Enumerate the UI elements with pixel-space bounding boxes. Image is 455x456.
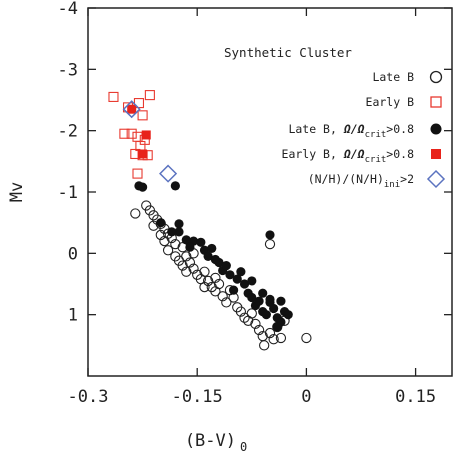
x-tick-label: -0.15 — [172, 387, 223, 407]
legend-marker-open-diamond — [426, 169, 446, 189]
data-point-late-b-fast — [261, 310, 271, 320]
data-point-late-b — [199, 266, 210, 277]
data-point-late-b-fast — [225, 270, 235, 280]
data-point-late-b — [199, 281, 210, 293]
data-point-late-b-fast — [276, 296, 286, 306]
y-tick-label: -1 — [58, 183, 78, 203]
data-point-late-b — [246, 308, 257, 319]
data-point-late-b-fast — [247, 292, 257, 303]
data-point-late-b-fast — [254, 296, 264, 306]
data-point-early-b-fast — [141, 130, 151, 140]
y-tick-label: -2 — [58, 122, 78, 142]
data-point-late-b-fast — [156, 218, 166, 228]
data-point-late-b-fast — [221, 261, 231, 271]
data-point-early-b — [119, 128, 130, 139]
plot-frame — [87, 7, 453, 377]
x-tick-label: 0.15 — [395, 387, 436, 407]
data-point-late-b-fast — [181, 235, 191, 245]
data-point-late-b — [217, 291, 228, 302]
data-point-late-b — [155, 229, 166, 241]
data-point-early-b — [108, 91, 119, 102]
data-point-late-b-fast — [258, 288, 268, 298]
data-point-late-b — [162, 245, 174, 256]
data-point-late-b — [210, 272, 221, 284]
x-axis-label-subscript: 0 — [240, 440, 247, 454]
legend-label-late-b-fast: Late B, Ω/Ωcrit>0.8 — [288, 122, 414, 140]
y-tick-label: 0 — [68, 244, 78, 264]
data-point-late-b-fast — [203, 251, 213, 261]
legend-marker-filled-circle — [430, 123, 442, 135]
data-point-early-b — [137, 110, 148, 121]
y-tick-label: 1 — [68, 306, 78, 326]
data-point-late-b-fast — [269, 303, 279, 314]
axis-ticks: -0.3 -0.15 0 0.15 -4 -3 -2 -1 0 1 — [58, 0, 452, 407]
data-point-nitrogen-enriched — [159, 164, 178, 183]
data-point-late-b-fast — [272, 322, 282, 332]
data-point-early-b — [144, 90, 155, 101]
data-point-late-b-fast — [229, 285, 239, 295]
legend-label-late-b: Late B — [372, 70, 414, 84]
x-axis-label: (B-V) — [185, 431, 236, 451]
legend: Synthetic Cluster Late B Early B Late B,… — [224, 45, 446, 190]
data-point-early-b — [126, 128, 137, 139]
data-point-late-b-fast — [185, 242, 195, 252]
y-tick-label: -3 — [58, 60, 78, 80]
data-point-late-b-fast — [207, 243, 217, 254]
legend-label-early-b-fast: Early B, Ω/Ωcrit>0.8 — [282, 147, 415, 165]
legend-title: Synthetic Cluster — [224, 45, 352, 60]
data-point-late-b — [170, 238, 181, 250]
legend-marker-open-circle — [429, 70, 443, 84]
data-point-late-b-fast — [174, 227, 184, 237]
data-point-late-b — [181, 251, 192, 262]
data-point-late-b — [268, 334, 279, 345]
x-tick-label: -0.3 — [68, 387, 109, 407]
data-point-late-b-fast — [265, 230, 275, 240]
data-point-late-b-fast — [247, 276, 257, 286]
data-point-late-b — [264, 327, 276, 339]
data-point-late-b-fast — [265, 294, 275, 304]
data-point-early-b — [132, 168, 143, 179]
data-point-late-b — [250, 318, 261, 330]
y-tick-label: -4 — [58, 0, 78, 19]
data-point-late-b-fast — [210, 254, 220, 265]
data-point-late-b-fast — [236, 267, 246, 277]
data-point-late-b — [184, 257, 196, 268]
data-point-late-b — [213, 278, 225, 290]
data-point-late-b-fast — [174, 219, 184, 229]
data-point-early-b-fast — [127, 104, 137, 114]
data-point-late-b — [188, 263, 199, 274]
data-point-late-b — [130, 208, 141, 219]
legend-marker-filled-square — [431, 149, 441, 159]
y-axis-label: Mv — [7, 182, 27, 202]
legend-label-early-b: Early B — [366, 95, 415, 109]
x-tick-label: 0 — [301, 387, 311, 407]
data-point-late-b — [259, 340, 270, 351]
data-point-late-b — [264, 238, 276, 250]
data-point-late-b — [253, 324, 265, 336]
data-point-late-b — [159, 235, 170, 247]
data-point-late-b — [235, 306, 247, 317]
data-point-early-b-fast — [138, 149, 148, 159]
data-point-nitrogen-enriched — [122, 100, 141, 119]
data-point-late-b — [275, 332, 287, 344]
data-points — [108, 90, 312, 351]
data-point-late-b — [177, 260, 188, 271]
data-point-late-b — [181, 266, 192, 277]
data-point-late-b — [301, 332, 312, 344]
data-point-late-b-fast — [167, 227, 177, 237]
data-point-late-b-fast — [239, 279, 250, 289]
legend-marker-open-square — [430, 96, 442, 108]
data-point-late-b-fast — [138, 182, 148, 192]
data-point-late-b-fast — [232, 274, 242, 284]
data-point-late-b-fast — [170, 181, 180, 191]
data-point-late-b-fast — [283, 310, 293, 320]
data-point-late-b-fast — [196, 237, 206, 247]
data-point-late-b — [221, 297, 232, 308]
data-point-late-b — [202, 275, 214, 287]
legend-label-nitrogen: (N/H)/(N/H)ini>2 — [308, 172, 414, 190]
